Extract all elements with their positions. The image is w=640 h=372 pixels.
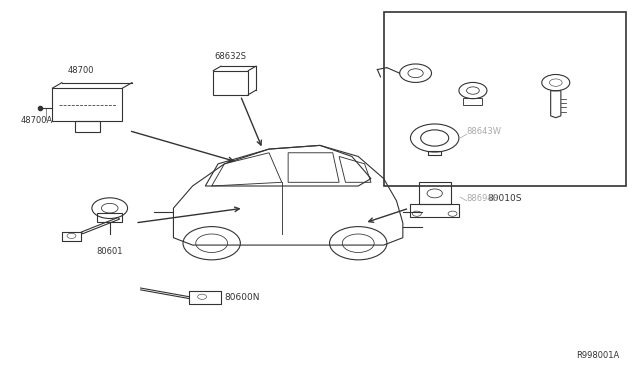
Bar <box>52 88 122 121</box>
Text: 68632S: 68632S <box>215 52 247 61</box>
Bar <box>419 182 451 205</box>
Text: 88694S: 88694S <box>467 194 499 203</box>
Text: 80010S: 80010S <box>488 194 522 203</box>
Text: 48700: 48700 <box>68 66 94 76</box>
Text: 88643W: 88643W <box>467 127 502 136</box>
Bar <box>428 151 441 155</box>
Bar <box>62 232 81 241</box>
Bar <box>213 71 248 94</box>
Text: 48700A: 48700A <box>20 116 52 125</box>
Text: 80601: 80601 <box>97 247 123 256</box>
Text: R998001A: R998001A <box>576 350 620 359</box>
Bar <box>75 121 100 132</box>
Bar <box>97 213 122 222</box>
Bar <box>463 98 483 105</box>
Bar <box>189 291 221 304</box>
Text: 80600N: 80600N <box>225 294 260 302</box>
Bar <box>384 13 626 186</box>
